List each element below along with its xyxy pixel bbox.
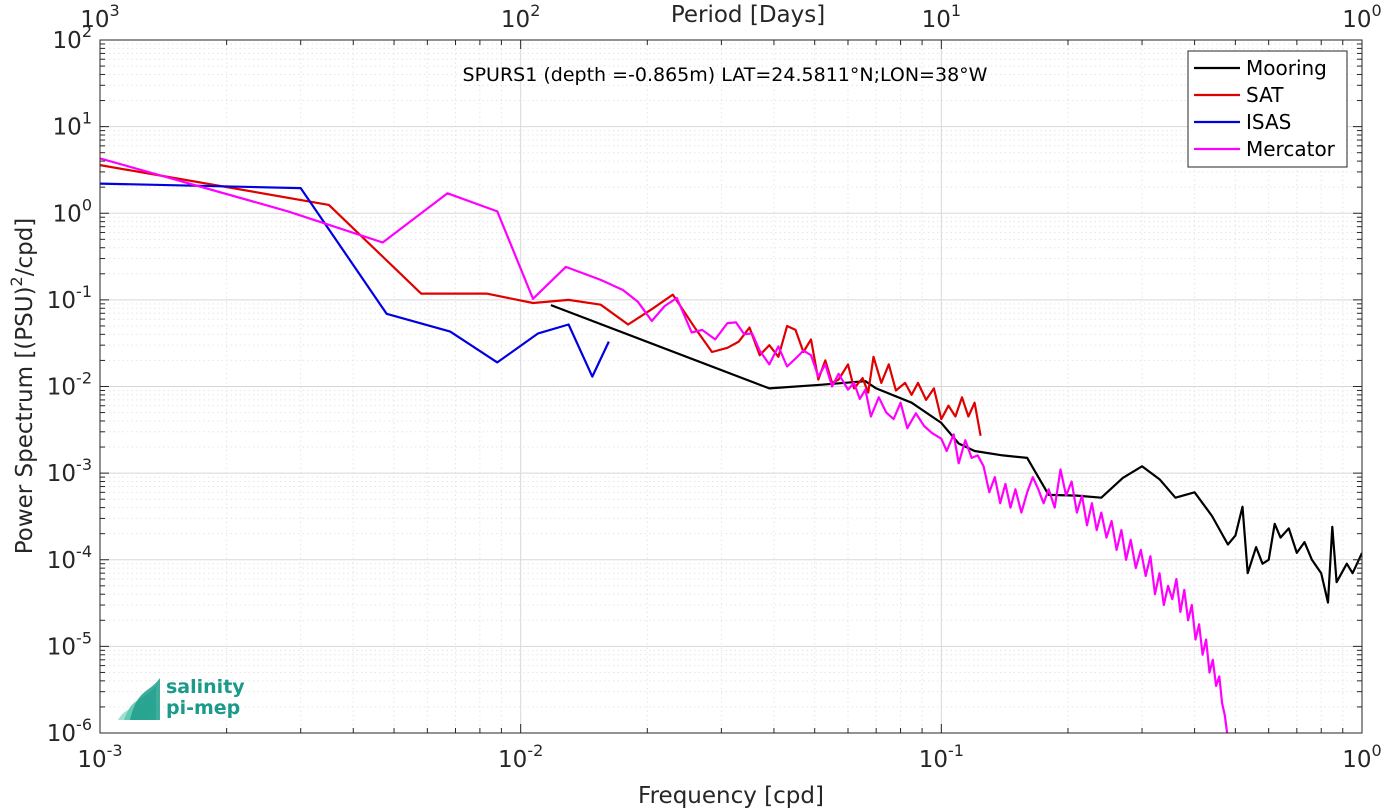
- y-tick-label: 10-5: [47, 628, 92, 660]
- logo-line1: salinity: [166, 676, 245, 698]
- y-tick-label: 101: [53, 109, 92, 141]
- chart-title: SPURS1 (depth =-0.865m) LAT=24.5811°N;LO…: [463, 64, 988, 86]
- series-line-isas: [100, 182, 610, 378]
- legend: Mooring SAT ISAS Mercator: [1187, 50, 1348, 168]
- ticks: [99, 40, 1362, 734]
- x-tick-label: 10-2: [498, 741, 543, 773]
- series-line-mercator: [100, 157, 1229, 733]
- x2-tick-label: 103: [80, 1, 119, 33]
- x-tick-label: 10-3: [77, 741, 122, 773]
- logo-waves-icon: [118, 678, 160, 720]
- legend-label-mooring: Mooring: [1246, 56, 1327, 80]
- x2-tick-label: 101: [922, 1, 961, 33]
- legend-box: [1187, 50, 1348, 168]
- x2-tick-label: 102: [501, 1, 540, 33]
- legend-label-sat: SAT: [1246, 83, 1284, 107]
- x2-axis-label: Period [Days]: [671, 2, 825, 28]
- legend-label-mercator: Mercator: [1246, 137, 1336, 161]
- y-tick-label: 100: [53, 195, 92, 227]
- x2-tick-label: 100: [1342, 1, 1381, 33]
- y-tick-label: 10-3: [47, 455, 92, 487]
- logo-line2: pi-mep: [166, 697, 240, 719]
- x-tick-label: 10-1: [919, 741, 964, 773]
- y-tick-label: 10-6: [47, 715, 92, 747]
- x-tick-label: 100: [1342, 741, 1381, 773]
- y-tick-label: 10-2: [47, 369, 92, 401]
- salinity-pi-mep-logo: salinity pi-mep: [118, 676, 245, 720]
- y-tick-label: 10-1: [47, 282, 92, 314]
- series-lines: [100, 157, 1362, 733]
- y-tick-label: 102: [53, 22, 92, 54]
- y-tick-label: 10-4: [47, 542, 92, 574]
- legend-label-isas: ISAS: [1246, 110, 1291, 134]
- x-axis-label: Frequency [cpd]: [638, 783, 824, 809]
- y-axis-label: Power Spectrum [(PSU)2/cpd]: [7, 218, 38, 555]
- series-line-mooring: [550, 304, 1362, 604]
